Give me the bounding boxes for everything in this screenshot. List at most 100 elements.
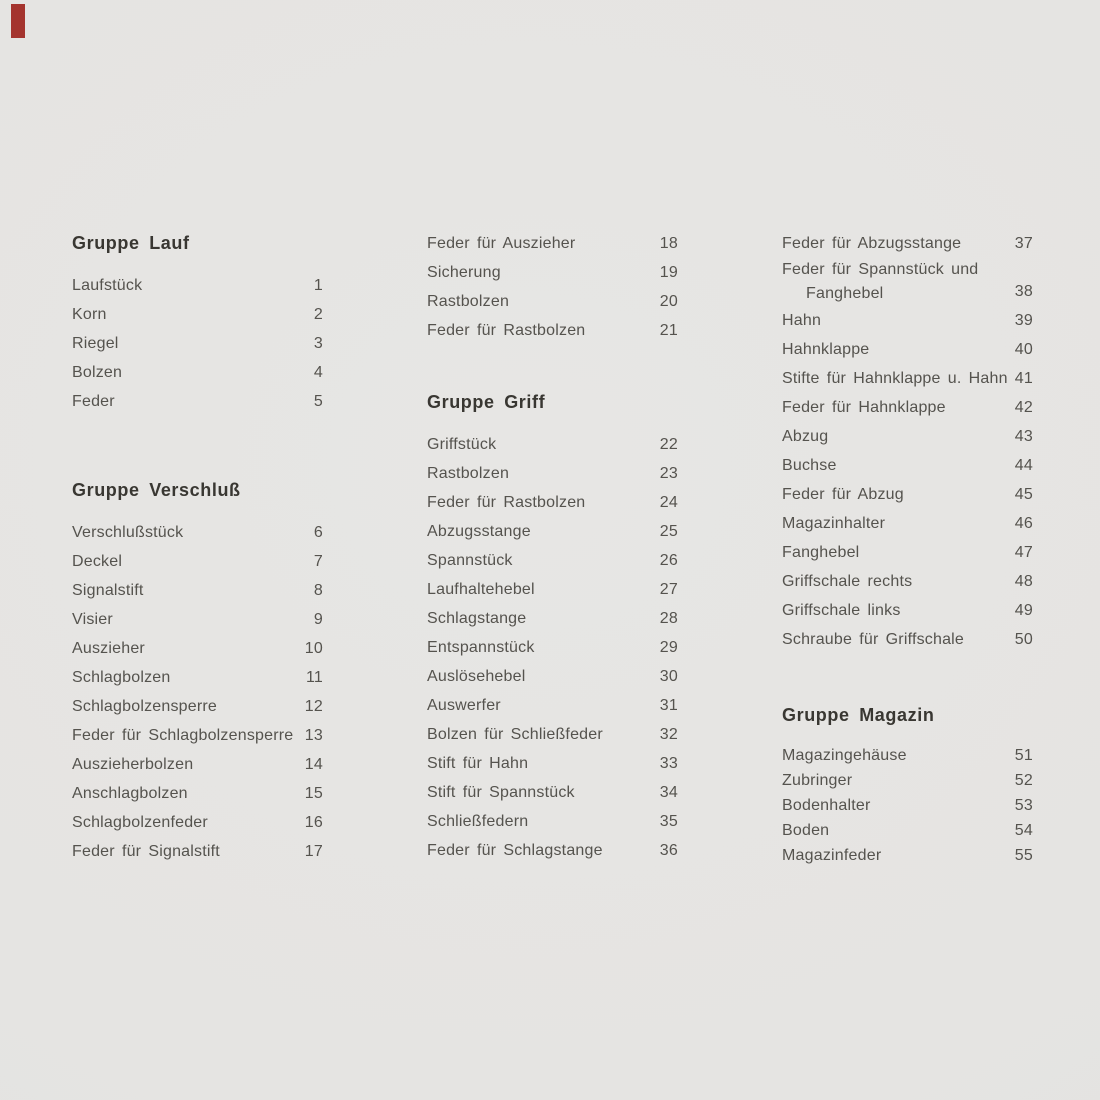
part-row: Griffstück 22 (427, 430, 678, 459)
part-label: Feder für Spannstück und Fanghebel (782, 258, 1015, 306)
part-label: Feder für Rastbolzen (427, 322, 586, 339)
part-row: Bodenhalter 53 (782, 793, 1033, 818)
part-label: Stift für Hahn (427, 755, 529, 772)
part-number: 18 (659, 235, 678, 252)
part-row: Bolzen 4 (72, 358, 323, 387)
part-label: Hahn (782, 312, 822, 329)
part-row: Griffschale rechts 48 (782, 567, 1033, 596)
part-label: Feder für Abzug (782, 486, 904, 503)
part-label: Schlagbolzensperre (72, 698, 218, 715)
part-label: Auslösehebel (427, 668, 526, 685)
part-label: Abzug (782, 428, 829, 445)
part-label: Bolzen (72, 364, 123, 381)
part-number: 26 (659, 552, 678, 569)
part-label: Spannstück (427, 552, 513, 569)
part-label: Auswerfer (427, 697, 501, 714)
part-label: Feder für Signalstift (72, 843, 220, 860)
parts-group-rows: Feder für Abzugsstange 37 Feder für Spanns… (782, 229, 1033, 654)
parts-list: Gruppe Lauf Laufstück 1 Korn 2 Riegel 3 Bolzen 4… (72, 229, 1033, 868)
part-row: Anschlagbolzen 15 (72, 779, 323, 808)
group-heading: Gruppe Griff (427, 392, 546, 412)
part-label: Visier (72, 611, 113, 628)
parts-group-rows: Griffstück 22 Rastbolzen 23 Feder für Rastbo… (427, 430, 678, 865)
parts-group-rows: Laufstück 1 Korn 2 Riegel 3 Bolzen 4 Feder 5 (72, 271, 323, 416)
group-heading: Gruppe Lauf (72, 233, 190, 253)
part-row: Feder für Spannstück und Fanghebel 38 (782, 258, 1033, 306)
part-label: Feder (72, 393, 115, 410)
part-label: Rastbolzen (427, 465, 510, 482)
part-row: Schraube für Griffschale 50 (782, 625, 1033, 654)
part-row: Verschlußstück 6 (72, 518, 323, 547)
part-label: Abzugsstange (427, 523, 531, 540)
part-label: Auszieher (72, 640, 145, 657)
part-row: Abzugsstange 25 (427, 517, 678, 546)
part-number: 52 (1014, 772, 1033, 789)
part-number: 47 (1014, 544, 1033, 561)
part-number: 2 (313, 306, 323, 323)
part-label: Feder für Abzugsstange (782, 235, 962, 252)
part-label: Feder für Hahnklappe (782, 399, 946, 416)
part-row: Feder für Auszieher 18 (427, 229, 678, 258)
part-row: Feder für Rastbolzen 24 (427, 488, 678, 517)
part-label: Feder für Auszieher (427, 235, 576, 252)
part-row: Feder 5 (72, 387, 323, 416)
part-row: Boden 54 (782, 818, 1033, 843)
part-label: Griffstück (427, 436, 497, 453)
part-number: 6 (313, 524, 323, 541)
part-row: Riegel 3 (72, 329, 323, 358)
part-number: 36 (659, 842, 678, 859)
red-corner-mark (11, 4, 25, 38)
part-number: 37 (1014, 235, 1033, 252)
parts-group-rows: Verschlußstück 6 Deckel 7 Signalstift 8 Visier… (72, 518, 323, 866)
part-number: 31 (659, 697, 678, 714)
part-row: Laufstück 1 (72, 271, 323, 300)
part-row: Visier 9 (72, 605, 323, 634)
part-row: Feder für Abzugsstange 37 (782, 229, 1033, 258)
part-number: 50 (1014, 631, 1033, 648)
part-number: 45 (1014, 486, 1033, 503)
part-label: Deckel (72, 553, 123, 570)
part-row: Hahn 39 (782, 306, 1033, 335)
group-heading: Gruppe Verschluß (72, 480, 241, 500)
parts-column-2: Feder für Auszieher 18 Sicherung 19 Rastbolz… (427, 229, 678, 868)
part-number: 33 (659, 755, 678, 772)
part-number: 44 (1014, 457, 1033, 474)
part-row: Feder für Signalstift 17 (72, 837, 323, 866)
part-label: Verschlußstück (72, 524, 184, 541)
parts-group-rows: Feder für Auszieher 18 Sicherung 19 Rastbolz… (427, 229, 678, 345)
part-row: Auszieher 10 (72, 634, 323, 663)
part-label: Magazinfeder (782, 847, 882, 864)
part-row: Zubringer 52 (782, 768, 1033, 793)
part-number: 10 (304, 640, 323, 657)
part-number: 55 (1014, 847, 1033, 864)
part-label: Magazinhalter (782, 515, 886, 532)
part-number: 15 (304, 785, 323, 802)
part-number: 22 (659, 436, 678, 453)
part-label: Schlagbolzenfeder (72, 814, 208, 831)
part-label: Bodenhalter (782, 797, 871, 814)
part-number: 53 (1014, 797, 1033, 814)
part-row: Feder für Schlagstange 36 (427, 836, 678, 865)
part-row: Griffschale links 49 (782, 596, 1033, 625)
part-row: Feder für Rastbolzen 21 (427, 316, 678, 345)
part-row: Entspannstück 29 (427, 633, 678, 662)
part-row: Stift für Hahn 33 (427, 749, 678, 778)
part-row: Auszieherbolzen 14 (72, 750, 323, 779)
part-label: Sicherung (427, 264, 501, 281)
part-row: Auslösehebel 30 (427, 662, 678, 691)
part-label: Zubringer (782, 772, 853, 789)
part-number: 13 (304, 727, 323, 744)
part-number: 51 (1014, 747, 1033, 764)
part-label: Feder für Schlagbolzensperre (72, 727, 294, 744)
part-number: 48 (1014, 573, 1033, 590)
part-row: Signalstift 8 (72, 576, 323, 605)
part-label: Schlagbolzen (72, 669, 171, 686)
part-row: Schließfedern 35 (427, 807, 678, 836)
part-row: Schlagbolzen 11 (72, 663, 323, 692)
part-label: Buchse (782, 457, 837, 474)
part-number: 32 (659, 726, 678, 743)
part-label: Laufhaltehebel (427, 581, 535, 598)
part-row: Korn 2 (72, 300, 323, 329)
part-label: Feder für Rastbolzen (427, 494, 586, 511)
part-label: Schraube für Griffschale (782, 631, 965, 648)
